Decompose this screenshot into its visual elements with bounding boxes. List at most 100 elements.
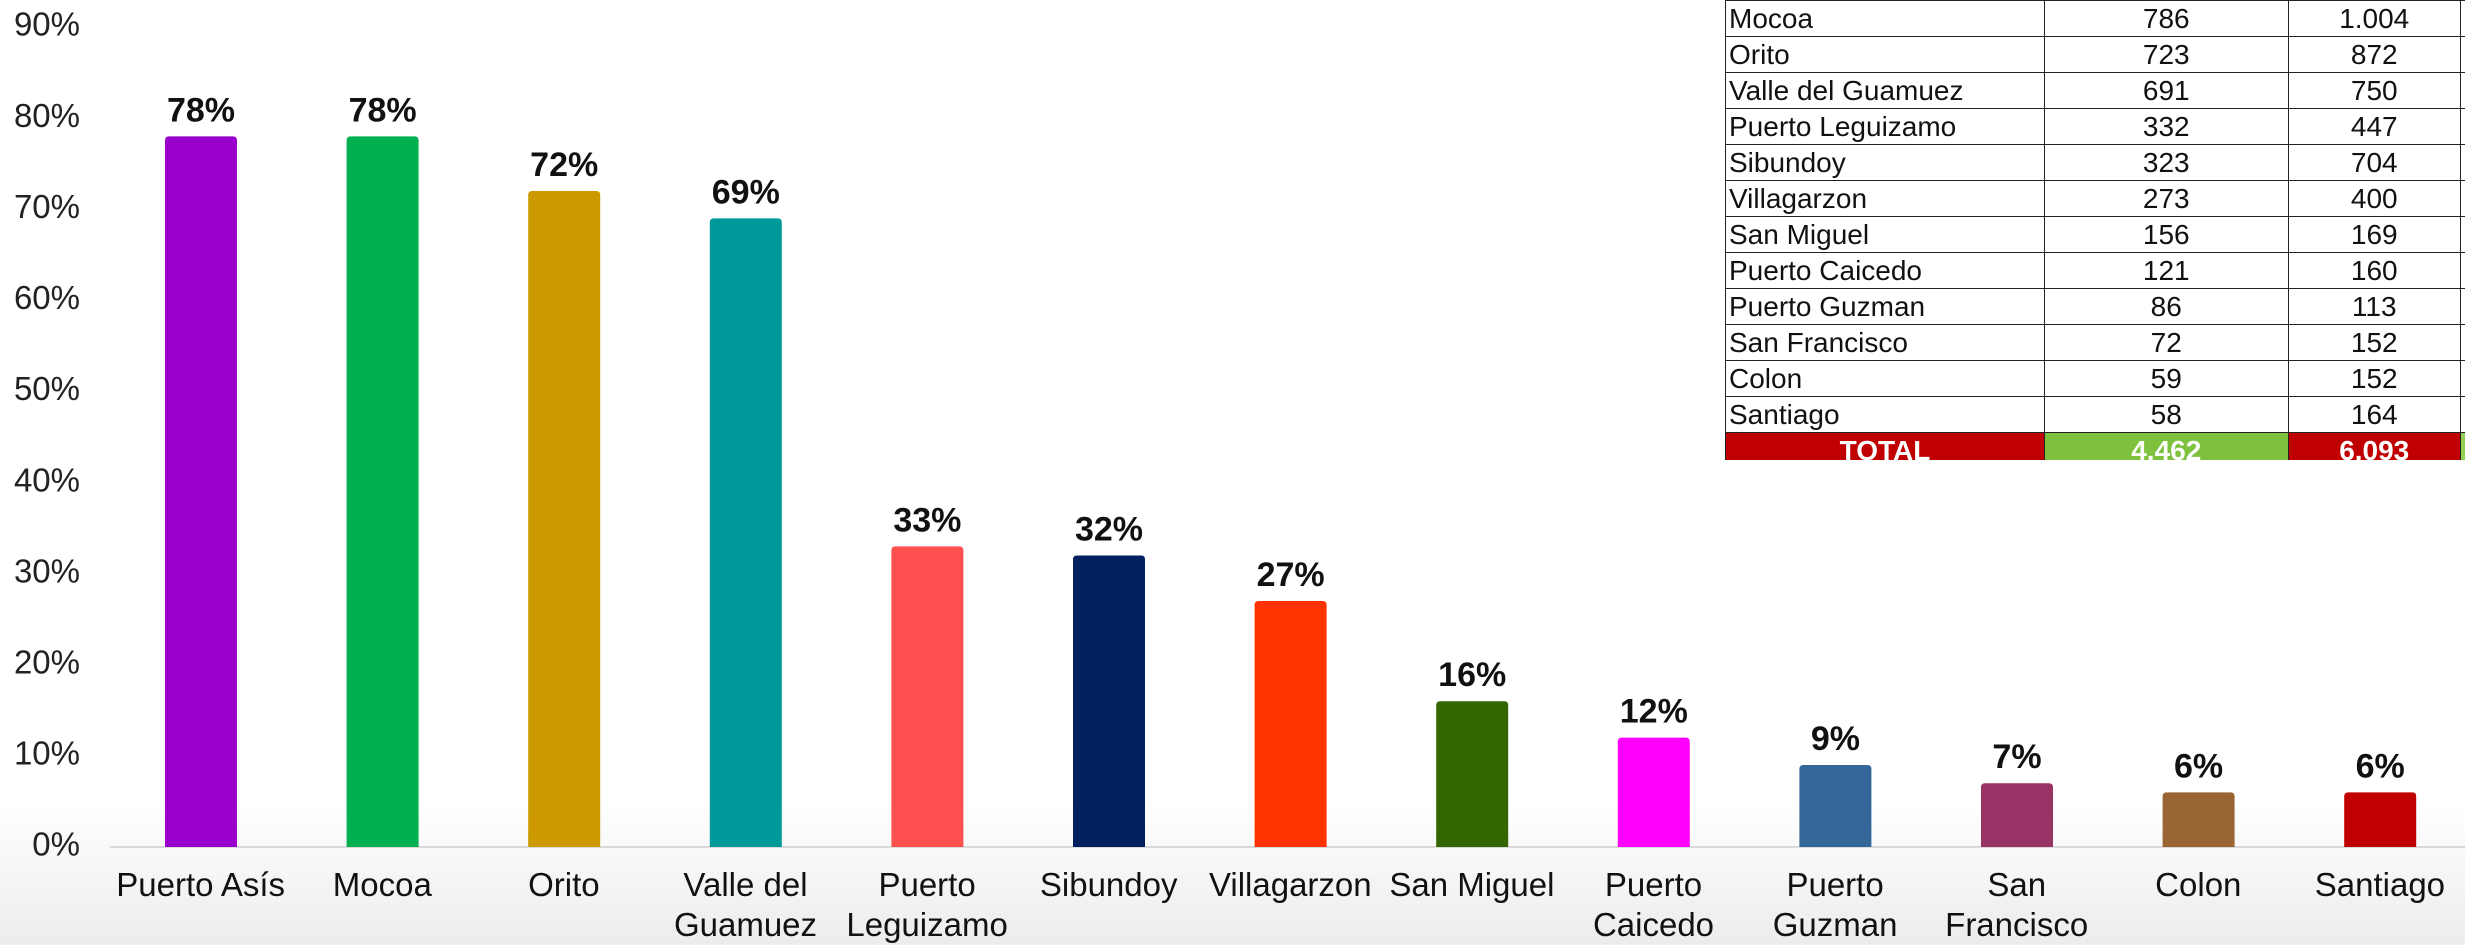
- bar: [2344, 792, 2417, 847]
- table-cell: 152: [2287, 360, 2461, 397]
- x-tick-label: Puerto Guzman: [1772, 866, 1898, 943]
- table-cell: Orito: [1725, 36, 2046, 73]
- table-cell: San Miguel: [1725, 216, 2046, 253]
- y-tick-label: 0%: [32, 826, 80, 863]
- bar: [709, 218, 782, 848]
- table-cell: 786: [2044, 0, 2289, 37]
- table-cell: 86: [2044, 288, 2289, 325]
- table-cell: 72: [2044, 324, 2289, 361]
- table-cell: 12%: [2459, 252, 2465, 289]
- x-tick-label: Santiago: [2314, 866, 2446, 903]
- table-row: Orito72387272%: [1725, 36, 2465, 73]
- table-row: Puerto Leguizamo33244733%: [1725, 108, 2465, 145]
- value-label: 69%: [712, 173, 780, 211]
- bar: [528, 191, 601, 847]
- table-row: San Francisco721527%: [1725, 324, 2465, 361]
- y-tick-label: 20%: [14, 643, 80, 680]
- x-tick-label: San Miguel: [1389, 866, 1555, 903]
- table-total-cell: 4.462: [2044, 432, 2289, 460]
- table-cell: Colon: [1725, 360, 2046, 397]
- bar: [346, 136, 419, 848]
- table-cell: 332: [2044, 108, 2289, 145]
- y-tick-label: 80%: [14, 97, 80, 134]
- table-cell: Sibundoy: [1725, 144, 2046, 181]
- value-label: 16%: [1438, 656, 1506, 694]
- y-tick-label: 50%: [14, 370, 80, 407]
- y-tick-label: 10%: [14, 735, 80, 772]
- table-cell: 58: [2044, 396, 2289, 433]
- value-label: 32%: [1075, 510, 1143, 548]
- value-label: 33%: [893, 501, 961, 539]
- table-cell: 6%: [2459, 396, 2465, 433]
- table-cell: 72%: [2459, 36, 2465, 73]
- table-cell: San Francisco: [1725, 324, 2046, 361]
- y-tick-label: 30%: [14, 552, 80, 589]
- table-cell: 32%: [2459, 144, 2465, 181]
- y-tick-label: 60%: [14, 279, 80, 316]
- x-tick-label: Valle del Guamuez: [673, 866, 818, 943]
- value-label: 78%: [167, 91, 235, 129]
- y-tick-label: 90%: [14, 6, 80, 43]
- bar: [1073, 555, 1145, 847]
- table-cell: Santiago: [1725, 396, 2046, 433]
- x-tick-label: Puerto Leguizamo: [846, 866, 1008, 943]
- table-row: Sibundoy32370432%: [1725, 144, 2465, 181]
- x-tick-label: Puerto Asís: [116, 866, 286, 903]
- table-row: Colon591526%: [1725, 360, 2465, 397]
- table-row: Valle del Guamuez69175069%: [1725, 72, 2465, 109]
- value-label: 27%: [1257, 556, 1325, 594]
- table-cell: 723: [2044, 36, 2289, 73]
- bar: [1981, 783, 2053, 847]
- table-cell: Valle del Guamuez: [1725, 72, 2046, 109]
- x-tick-label: San Francisco: [1945, 866, 2089, 943]
- table-total-cell: 73%: [2459, 432, 2465, 460]
- bar: [1436, 701, 1509, 847]
- value-label: 9%: [1811, 720, 1860, 758]
- x-tick-label: Puerto Caicedo: [1592, 866, 1715, 943]
- table-cell: 164: [2287, 396, 2461, 433]
- bar: [891, 546, 964, 847]
- table-cell: 7%: [2459, 324, 2465, 361]
- x-tick-label: Colon: [2155, 866, 2242, 903]
- table-cell: Puerto Caicedo: [1725, 252, 2046, 289]
- table-cell: 121: [2044, 252, 2289, 289]
- value-label: 72%: [530, 146, 598, 184]
- value-label: 7%: [1992, 738, 2041, 776]
- table-cell: 400: [2287, 180, 2461, 217]
- x-tick-label: Orito: [528, 866, 600, 903]
- table-cell: 323: [2044, 144, 2289, 181]
- table-row: Puerto Guzman861139%: [1725, 288, 2465, 325]
- bar: [1254, 601, 1327, 847]
- table-row: Villagarzon27340027%: [1725, 180, 2465, 217]
- table-cell: 750: [2287, 72, 2461, 109]
- table-cell: 169: [2287, 216, 2461, 253]
- table-cell: 16%: [2459, 216, 2465, 253]
- table-cell: 691: [2044, 72, 2289, 109]
- value-label: 12%: [1620, 693, 1688, 731]
- bar: [2162, 792, 2235, 847]
- table-cell: 1.004: [2287, 0, 2461, 37]
- value-label: 6%: [2174, 747, 2223, 785]
- bar: [1799, 765, 1872, 847]
- table-row: San Miguel15616916%: [1725, 216, 2465, 253]
- table-cell: 160: [2287, 252, 2461, 289]
- table-cell: 872: [2287, 36, 2461, 73]
- table-row: Puerto Caicedo12116012%: [1725, 252, 2465, 289]
- table-cell: 78%: [2459, 0, 2465, 37]
- y-tick-label: 70%: [14, 188, 80, 225]
- table-cell: 6%: [2459, 360, 2465, 397]
- x-tick-label: Villagarzon: [1208, 866, 1372, 903]
- table-total-cell: TOTAL: [1725, 432, 2046, 460]
- table-cell: Puerto Leguizamo: [1725, 108, 2046, 145]
- value-label: 78%: [349, 91, 417, 129]
- table-row: Santiago581646%: [1725, 396, 2465, 433]
- table-cell: 704: [2287, 144, 2461, 181]
- bar: [165, 136, 237, 848]
- table-cell: Puerto Guzman: [1725, 288, 2046, 325]
